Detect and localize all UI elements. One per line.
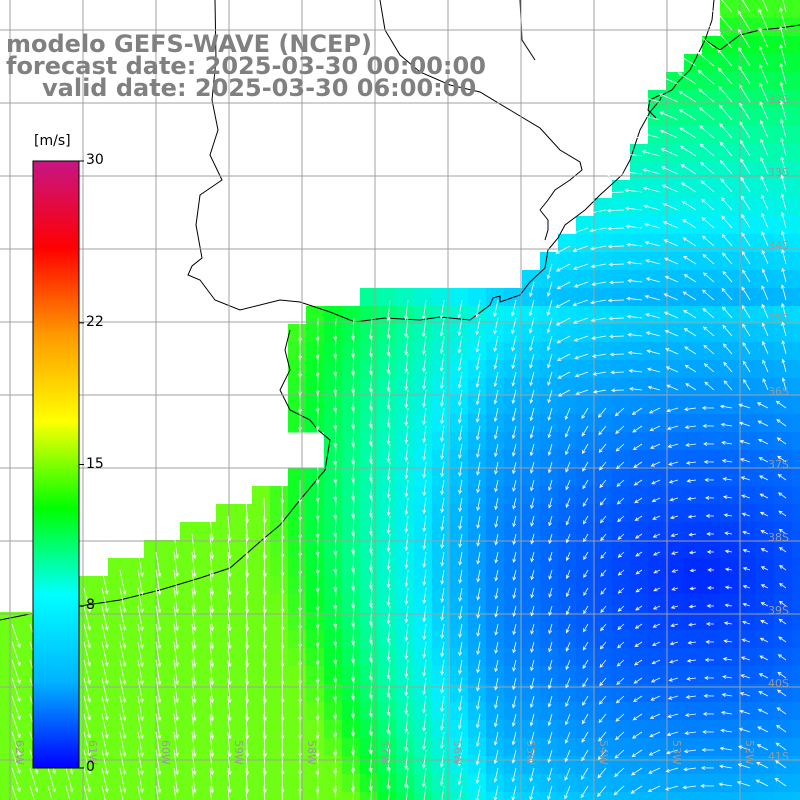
longitude-labels: 62W61W60W59W58W57W56W55W54W53W52W51W (13, 740, 756, 765)
lat-label: 39S (768, 604, 789, 617)
model-title: modelo GEFS-WAVE (NCEP) (6, 30, 372, 58)
colorbar-ticks (79, 160, 84, 769)
coastline (0, 0, 800, 621)
lat-label: 33S (768, 166, 789, 179)
lon-label: 52W (743, 740, 756, 765)
colorbar (32, 160, 80, 769)
lat-label: 40S (768, 677, 789, 690)
lat-label: 41S (768, 750, 789, 763)
latitude-labels: 32S 33S 34S 35S 36S 37S 38S 39S 40S 41S (768, 93, 789, 763)
valid-date: valid date: 2025-03-30 06:00:00 (42, 74, 477, 102)
lat-label: 35S (768, 312, 789, 325)
lon-label: 60W (159, 740, 172, 765)
lon-label: 53W (670, 740, 683, 765)
lat-label: 32S (768, 93, 789, 106)
lon-label: 55W (524, 740, 537, 765)
lat-label: 36S (768, 385, 789, 398)
colorbar-tick-label: 30 (86, 152, 104, 168)
lat-label: 34S (768, 239, 789, 252)
lon-label: 56W (451, 740, 464, 765)
colorbar-tick-label: 8 (86, 597, 95, 614)
colorbar-tick-label: 22 (86, 313, 104, 330)
colorbar-tick-label: 15 (86, 455, 104, 472)
lat-label: 37S (768, 458, 789, 471)
forecast-date: forecast date: 2025-03-30 00:00:00 (6, 52, 486, 80)
colorbar-unit-label: [m/s] (34, 133, 71, 149)
lat-label: 38S (768, 531, 789, 544)
colorbar-tick-label: 0 (86, 759, 95, 775)
lon-label: 58W (305, 740, 318, 765)
lon-label: 62W (13, 740, 26, 765)
lon-label: 57W (378, 740, 391, 765)
lon-label: 61W (86, 740, 99, 765)
lon-label: 54W (597, 740, 610, 765)
lon-label: 59W (232, 740, 245, 765)
